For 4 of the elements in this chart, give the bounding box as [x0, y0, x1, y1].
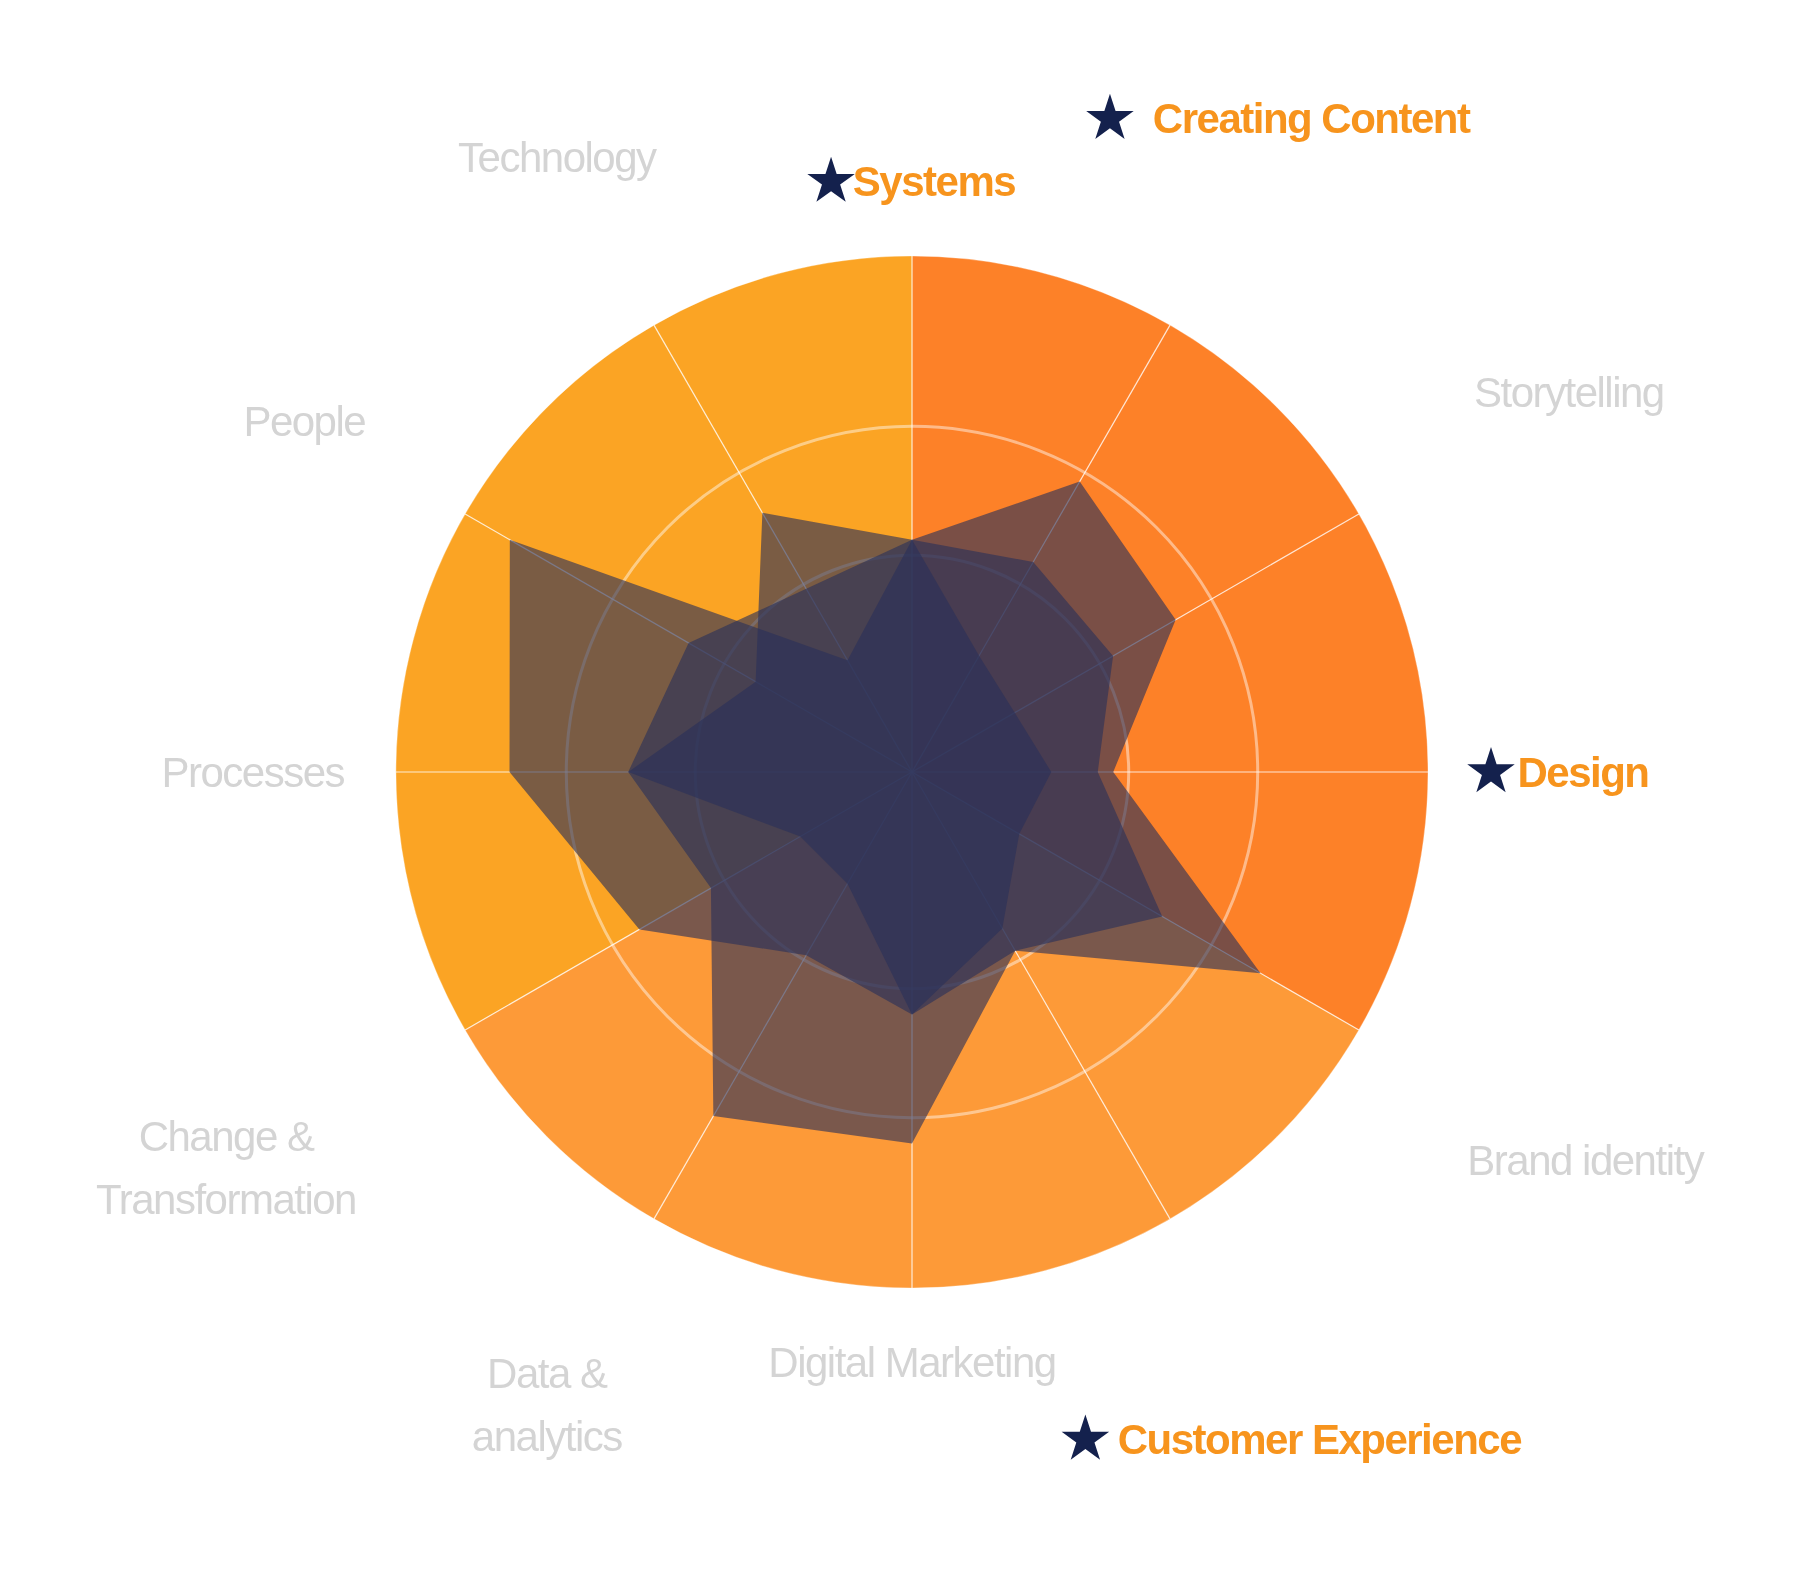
- spoke-label: Customer Experience: [1117, 1416, 1522, 1464]
- spoke-label: Design: [1517, 748, 1649, 796]
- spoke-label: Systems: [852, 158, 1016, 206]
- spoke-label: Creating Content: [1152, 95, 1472, 143]
